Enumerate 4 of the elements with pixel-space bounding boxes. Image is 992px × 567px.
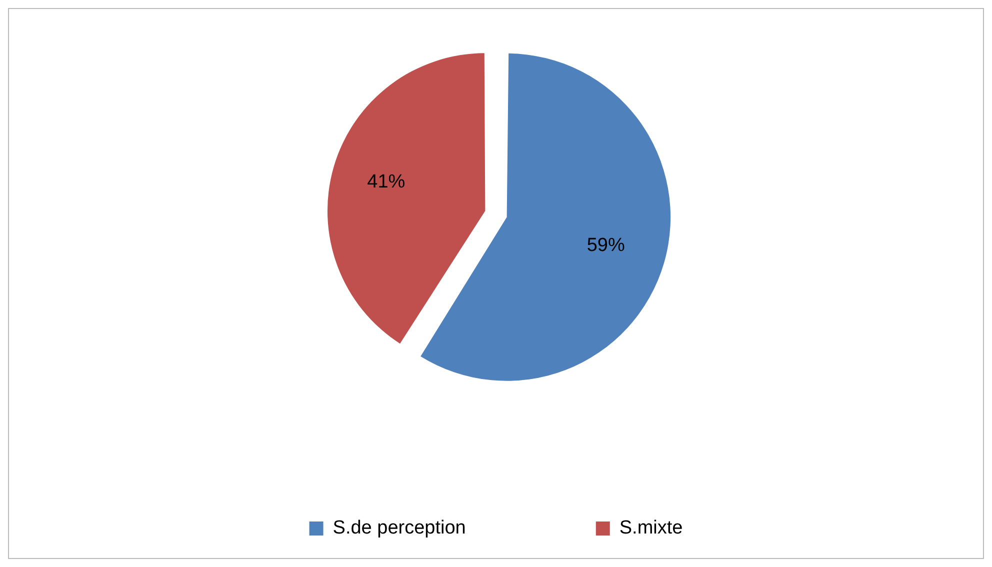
legend-label: S.de perception — [332, 518, 466, 539]
data-label: 41% — [367, 171, 406, 192]
data-label: 59% — [586, 235, 625, 256]
legend-label: S.mixte — [619, 518, 683, 539]
